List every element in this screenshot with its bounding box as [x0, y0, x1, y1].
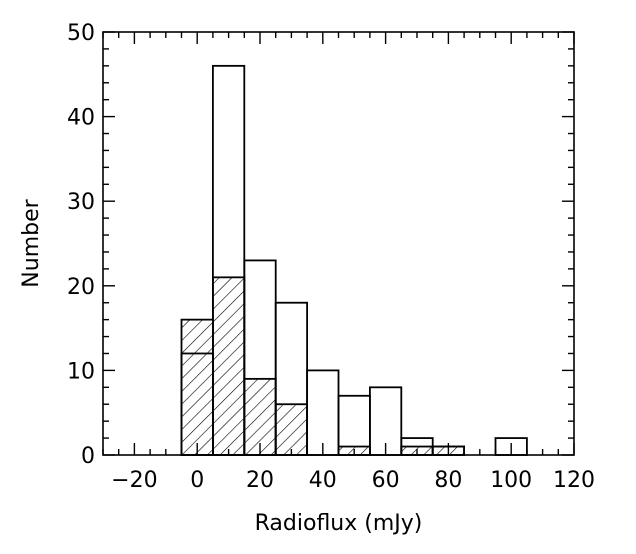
y-tick-label: 0	[81, 444, 95, 469]
hatched-series	[180, 276, 466, 456]
x-tick-label: 100	[490, 468, 532, 493]
hatched-bar	[211, 276, 246, 456]
y-tick-label: 10	[67, 359, 95, 384]
y-tick-label: 20	[67, 275, 95, 300]
y-tick-labels: 0 10 20 30 40 50	[67, 21, 95, 469]
y-axis-title: Number	[19, 198, 44, 287]
x-tick-label: 80	[434, 468, 462, 493]
x-tick-label: 20	[246, 468, 274, 493]
y-tick-label: 50	[67, 21, 95, 46]
hatched-bar	[180, 318, 214, 456]
plot-frame	[102, 31, 575, 456]
y-tick-label: 30	[67, 190, 95, 215]
x-tick-label: 120	[553, 468, 595, 493]
y-tick-label: 40	[67, 106, 95, 131]
outline-bar	[306, 369, 340, 456]
x-tick-label: 40	[309, 468, 337, 493]
x-axis-title: Radioflux (mJy)	[255, 511, 423, 536]
x-tick-label: 0	[190, 468, 204, 493]
hatched-bar	[274, 403, 309, 456]
x-tick-labels: −20 0 20 40 60 80 100 120	[111, 468, 595, 493]
x-tick-label: 60	[372, 468, 400, 493]
x-tick-label: −20	[111, 468, 157, 493]
